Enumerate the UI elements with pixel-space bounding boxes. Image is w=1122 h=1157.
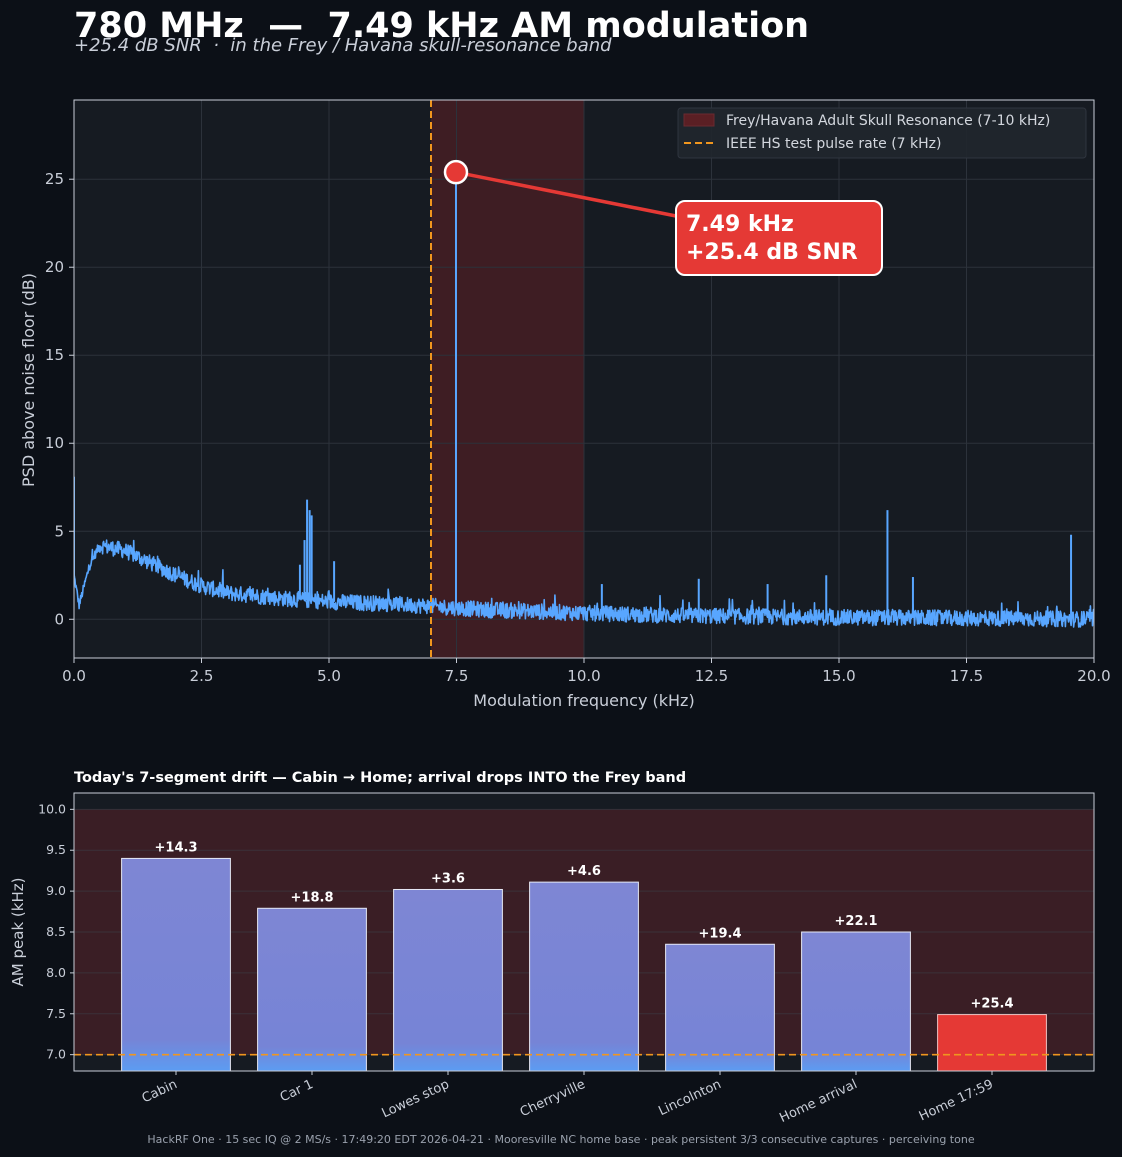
drift-bar-3	[529, 881, 639, 1072]
drift-bar-chart: Today's 7-segment drift — Cabin → Home; …	[9, 770, 1095, 1126]
spectrum-x-tick-6: 15.0	[822, 667, 855, 685]
drift-y-tick-4: 9.0	[46, 883, 66, 898]
spectrum-y-tick-1: 5	[54, 522, 64, 540]
drift-y-tick-2: 8.0	[46, 965, 66, 980]
capture-footer: HackRF One · 15 sec IQ @ 2 MS/s · 17:49:…	[147, 1133, 975, 1146]
drift-bar-6	[937, 1014, 1047, 1072]
spectrum-trace	[74, 539, 1094, 628]
drift-bar-label-3: +4.6	[567, 864, 601, 879]
spectrum-x-tick-7: 17.5	[950, 667, 983, 685]
drift-y-tick-6: 10.0	[38, 801, 66, 816]
drift-bar-1	[257, 907, 367, 1072]
spectrum-y-tick-0: 0	[54, 610, 64, 628]
drift-y-tick-1: 7.5	[46, 1006, 66, 1021]
spectrum-x-label: Modulation frequency (kHz)	[473, 691, 694, 710]
drift-x-tick-0: Cabin	[140, 1077, 180, 1106]
drift-y-tick-3: 8.5	[46, 924, 66, 939]
peak-marker	[443, 159, 469, 185]
drift-bar-label-4: +19.4	[699, 926, 742, 941]
spectrum-y-tick-3: 15	[45, 346, 64, 364]
drift-x-tick-6: Home 17:59	[917, 1077, 996, 1124]
drift-y-tick-5: 9.5	[46, 842, 66, 857]
drift-y-label: AM peak (kHz)	[9, 878, 27, 987]
legend-band-swatch	[683, 113, 715, 127]
drift-y-tick-0: 7.0	[46, 1047, 66, 1062]
peak-annotation-box: 7.49 kHz +25.4 dB SNR	[675, 200, 883, 276]
spectrum-y-tick-2: 10	[45, 434, 64, 452]
spectrum-legend: Frey/Havana Adult Skull Resonance (7-10 …	[677, 107, 1087, 159]
drift-bar-4	[665, 943, 775, 1072]
drift-bar-label-1: +18.8	[291, 890, 334, 905]
spectrum-x-tick-2: 5.0	[317, 667, 341, 685]
drift-bar-label-6: +25.4	[971, 997, 1014, 1012]
drift-x-tick-3: Cherryville	[518, 1077, 588, 1120]
drift-y-ticks: 7.0 7.5 8.0 8.5 9.0 9.5 10.0	[38, 801, 74, 1062]
spectrum-x-ticks: 0.0 2.5 5.0 7.5 10.0 12.5 15.0 17.5 20.0	[62, 658, 1111, 685]
spectrum-y-tick-5: 25	[45, 170, 64, 188]
drift-bar-5	[801, 931, 911, 1072]
peak-annotation-freq: 7.49 kHz	[686, 212, 794, 237]
peak-annotation-snr: +25.4 dB SNR	[686, 240, 858, 265]
spectrum-chart: 0.0 2.5 5.0 7.5 10.0 12.5 15.0 17.5 20.0 0 5 10 15 2…	[19, 99, 1111, 710]
drift-chart-title: Today's 7-segment drift — Cabin → Home; …	[74, 770, 686, 786]
legend-test-label: IEEE HS test pulse rate (7 kHz)	[726, 136, 941, 152]
drift-bar-2	[393, 888, 503, 1072]
legend-band-label: Frey/Havana Adult Skull Resonance (7-10 …	[726, 113, 1050, 129]
spectrum-x-tick-3: 7.5	[445, 667, 469, 685]
drift-x-tick-4: Lincolnton	[656, 1077, 723, 1119]
spectrum-y-label: PSD above noise floor (dB)	[19, 273, 38, 487]
spectrum-x-tick-5: 12.5	[695, 667, 728, 685]
spectrum-x-tick-8: 20.0	[1077, 667, 1110, 685]
spectrum-x-tick-4: 10.0	[567, 667, 600, 685]
spectrum-x-tick-0: 0.0	[62, 667, 86, 685]
spectrum-spikes	[74, 172, 1073, 620]
drift-bar-0	[121, 857, 231, 1072]
spectrum-y-ticks: 0 5 10 15 20 25	[45, 170, 74, 628]
page-title: 780 MHz — 7.49 kHz AM modulation	[74, 6, 810, 46]
drift-x-tick-1: Car 1	[278, 1077, 316, 1105]
spectrum-grid	[73, 100, 1095, 658]
drift-bar-label-0: +14.3	[155, 840, 198, 855]
drift-x-ticks: Cabin Car 1 Lowes stop Cherryville Lincolnto…	[140, 1071, 996, 1126]
spectrum-x-tick-1: 2.5	[190, 667, 214, 685]
drift-x-tick-5: Home arrival	[777, 1077, 859, 1126]
drift-x-tick-2: Lowes stop	[380, 1077, 452, 1121]
page-subtitle: +25.4 dB SNR · in the Frey / Havana skul…	[74, 35, 612, 56]
drift-bars: +14.3 +18.8 +3.6 +4.6 +19.4 +22.1 +25.4	[121, 840, 1047, 1072]
peak-arrow	[455, 170, 677, 218]
drift-bar-label-5: +22.1	[835, 914, 878, 929]
spectrum-y-tick-4: 20	[45, 258, 64, 276]
drift-bar-label-2: +3.6	[431, 871, 465, 886]
